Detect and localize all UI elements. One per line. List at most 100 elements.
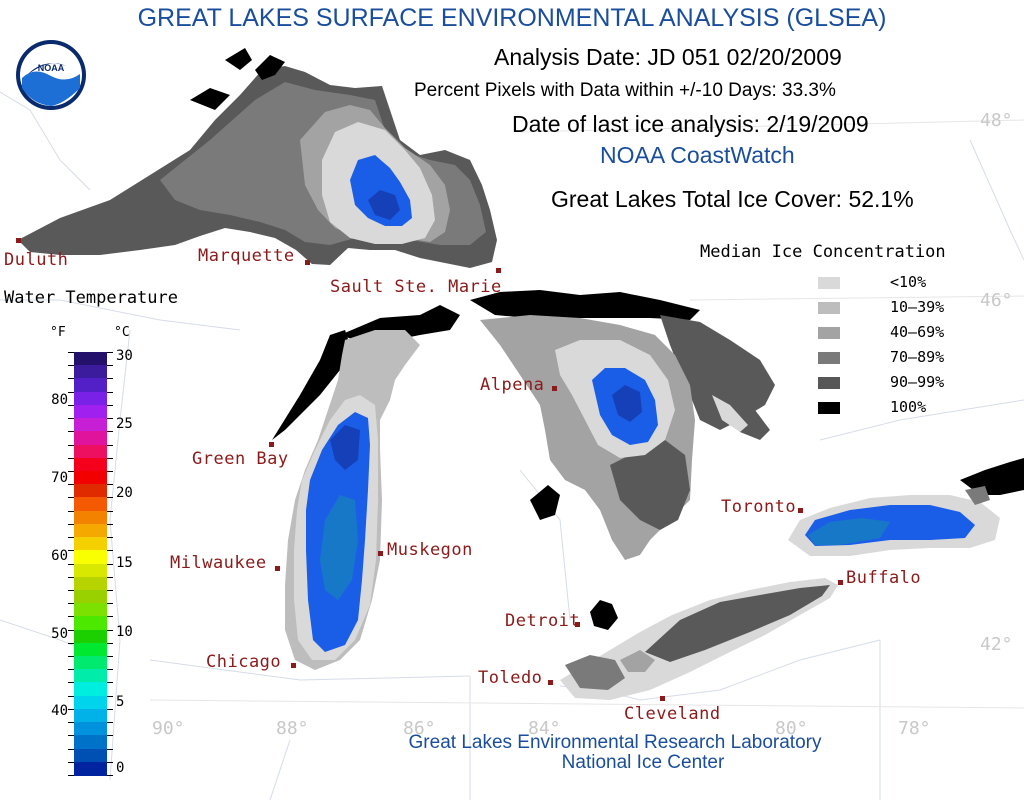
fahrenheit-tick: 50 [51,626,68,642]
colorbar-segment [74,497,107,512]
lake-erie [560,578,838,700]
colorbar-tick-mark [107,735,113,737]
percent-pixels: Percent Pixels with Data within +/-10 Da… [414,80,836,101]
colorbar-segment [74,470,107,485]
colorbar-tick-mark [107,418,113,420]
colorbar-tick-mark [107,642,113,644]
ice-legend-label: 40–69% [890,323,945,341]
colorbar-segment [74,589,107,604]
colorbar-tick-mark [68,735,74,737]
city-label-green-bay: Green Bay [192,449,289,469]
footer-line-2: National Ice Center [561,752,725,773]
colorbar-tick-mark [68,722,74,724]
colorbar-tick-mark [68,748,74,750]
colorbar-tick-mark [107,775,113,776]
colorbar-segment [74,669,107,684]
celsius-tick: 15 [116,555,133,571]
colorbar-tick-mark [68,589,74,591]
colorbar-segment [74,537,107,551]
colorbar-tick-mark [107,669,113,671]
ice-legend-label: 70–89% [890,348,945,366]
georgian-bay-ice [712,395,748,432]
ice-swatch [818,327,840,339]
city-marker [496,268,501,273]
colorbar-segment [74,616,107,631]
colorbar-tick-mark [107,510,113,512]
city-marker [548,680,553,685]
fahrenheit-tick: 40 [51,703,68,719]
celsius-unit: °C [114,325,130,340]
colorbar-tick-mark [107,378,113,380]
colorbar-tick-mark [68,629,74,631]
lake-ontario [788,458,1024,556]
colorbar-tick-mark [107,695,113,697]
city-label-toledo: Toledo [478,668,543,688]
colorbar-segment [74,722,107,736]
fahrenheit-unit: °F [50,325,66,340]
colorbar-tick-mark [107,616,113,618]
colorbar-segment [74,391,107,406]
colorbar-segment [74,629,107,644]
colorbar-tick-mark [68,656,74,658]
colorbar-tick-mark [68,642,74,644]
city-marker [305,260,310,265]
ice-legend-label: 100% [890,398,927,416]
colorbar-tick-mark [107,589,113,591]
city-marker [269,442,274,447]
longitude-label: 86° [403,718,436,739]
colorbar-segment [74,642,107,657]
celsius-tick: 20 [116,485,133,501]
colorbar-tick-mark [68,537,74,539]
city-label-toronto: Toronto [721,497,797,517]
city-marker [378,551,383,556]
colorbar-tick-mark [107,550,113,552]
source-label: NOAA CoastWatch [600,142,795,168]
celsius-tick: 0 [116,760,125,776]
colorbar-segment [74,365,107,380]
colorbar-tick-mark [107,748,113,750]
colorbar-tick-mark [68,563,74,565]
longitude-label: 84° [528,718,561,739]
city-marker [16,238,21,243]
ice-legend-label: <10% [890,273,927,291]
colorbar-segment [74,444,107,459]
colorbar-tick-mark [68,484,74,486]
city-label-alpena: Alpena [480,375,545,395]
colorbar-tick-mark [107,523,113,525]
ice-legend-label: 10–39% [890,298,945,316]
city-label-marquette: Marquette [198,246,295,266]
colorbar-tick-mark [107,497,113,499]
colorbar-tick-mark [68,470,74,472]
colorbar-tick-mark [107,708,113,710]
colorbar-tick-mark [68,775,74,776]
colorbar-tick-mark [107,365,113,367]
temperature-colorbar [74,352,107,776]
colorbar-tick-mark [68,695,74,697]
celsius-tick: 10 [116,624,133,640]
colorbar-tick-mark [68,352,74,353]
ice-swatch [818,302,840,314]
colorbar-tick-mark [107,391,113,393]
longitude-label: 78° [898,718,931,739]
last-ice-analysis: Date of last ice analysis: 2/19/2009 [512,111,869,137]
ice-legend-title: Median Ice Concentration [700,242,946,262]
colorbar-segment [74,352,107,366]
noaa-logo: NOAA [16,40,86,110]
colorbar-tick-mark [68,378,74,380]
colorbar-segment [74,656,107,670]
celsius-tick: 30 [116,348,133,364]
colorbar-segment [74,682,107,697]
city-marker [838,580,843,585]
colorbar-segment [74,484,107,498]
colorbar-tick-mark [68,365,74,367]
colorbar-tick-mark [107,444,113,446]
city-marker [291,663,296,668]
colorbar-tick-mark [68,391,74,393]
colorbar-segment [74,576,107,591]
page-title: GREAT LAKES SURFACE ENVIRONMENTAL ANALYS… [137,4,887,32]
colorbar-segment [74,761,107,776]
colorbar-tick-mark [107,352,113,353]
colorbar-segment [74,603,107,617]
lake-st-clair [590,600,618,630]
